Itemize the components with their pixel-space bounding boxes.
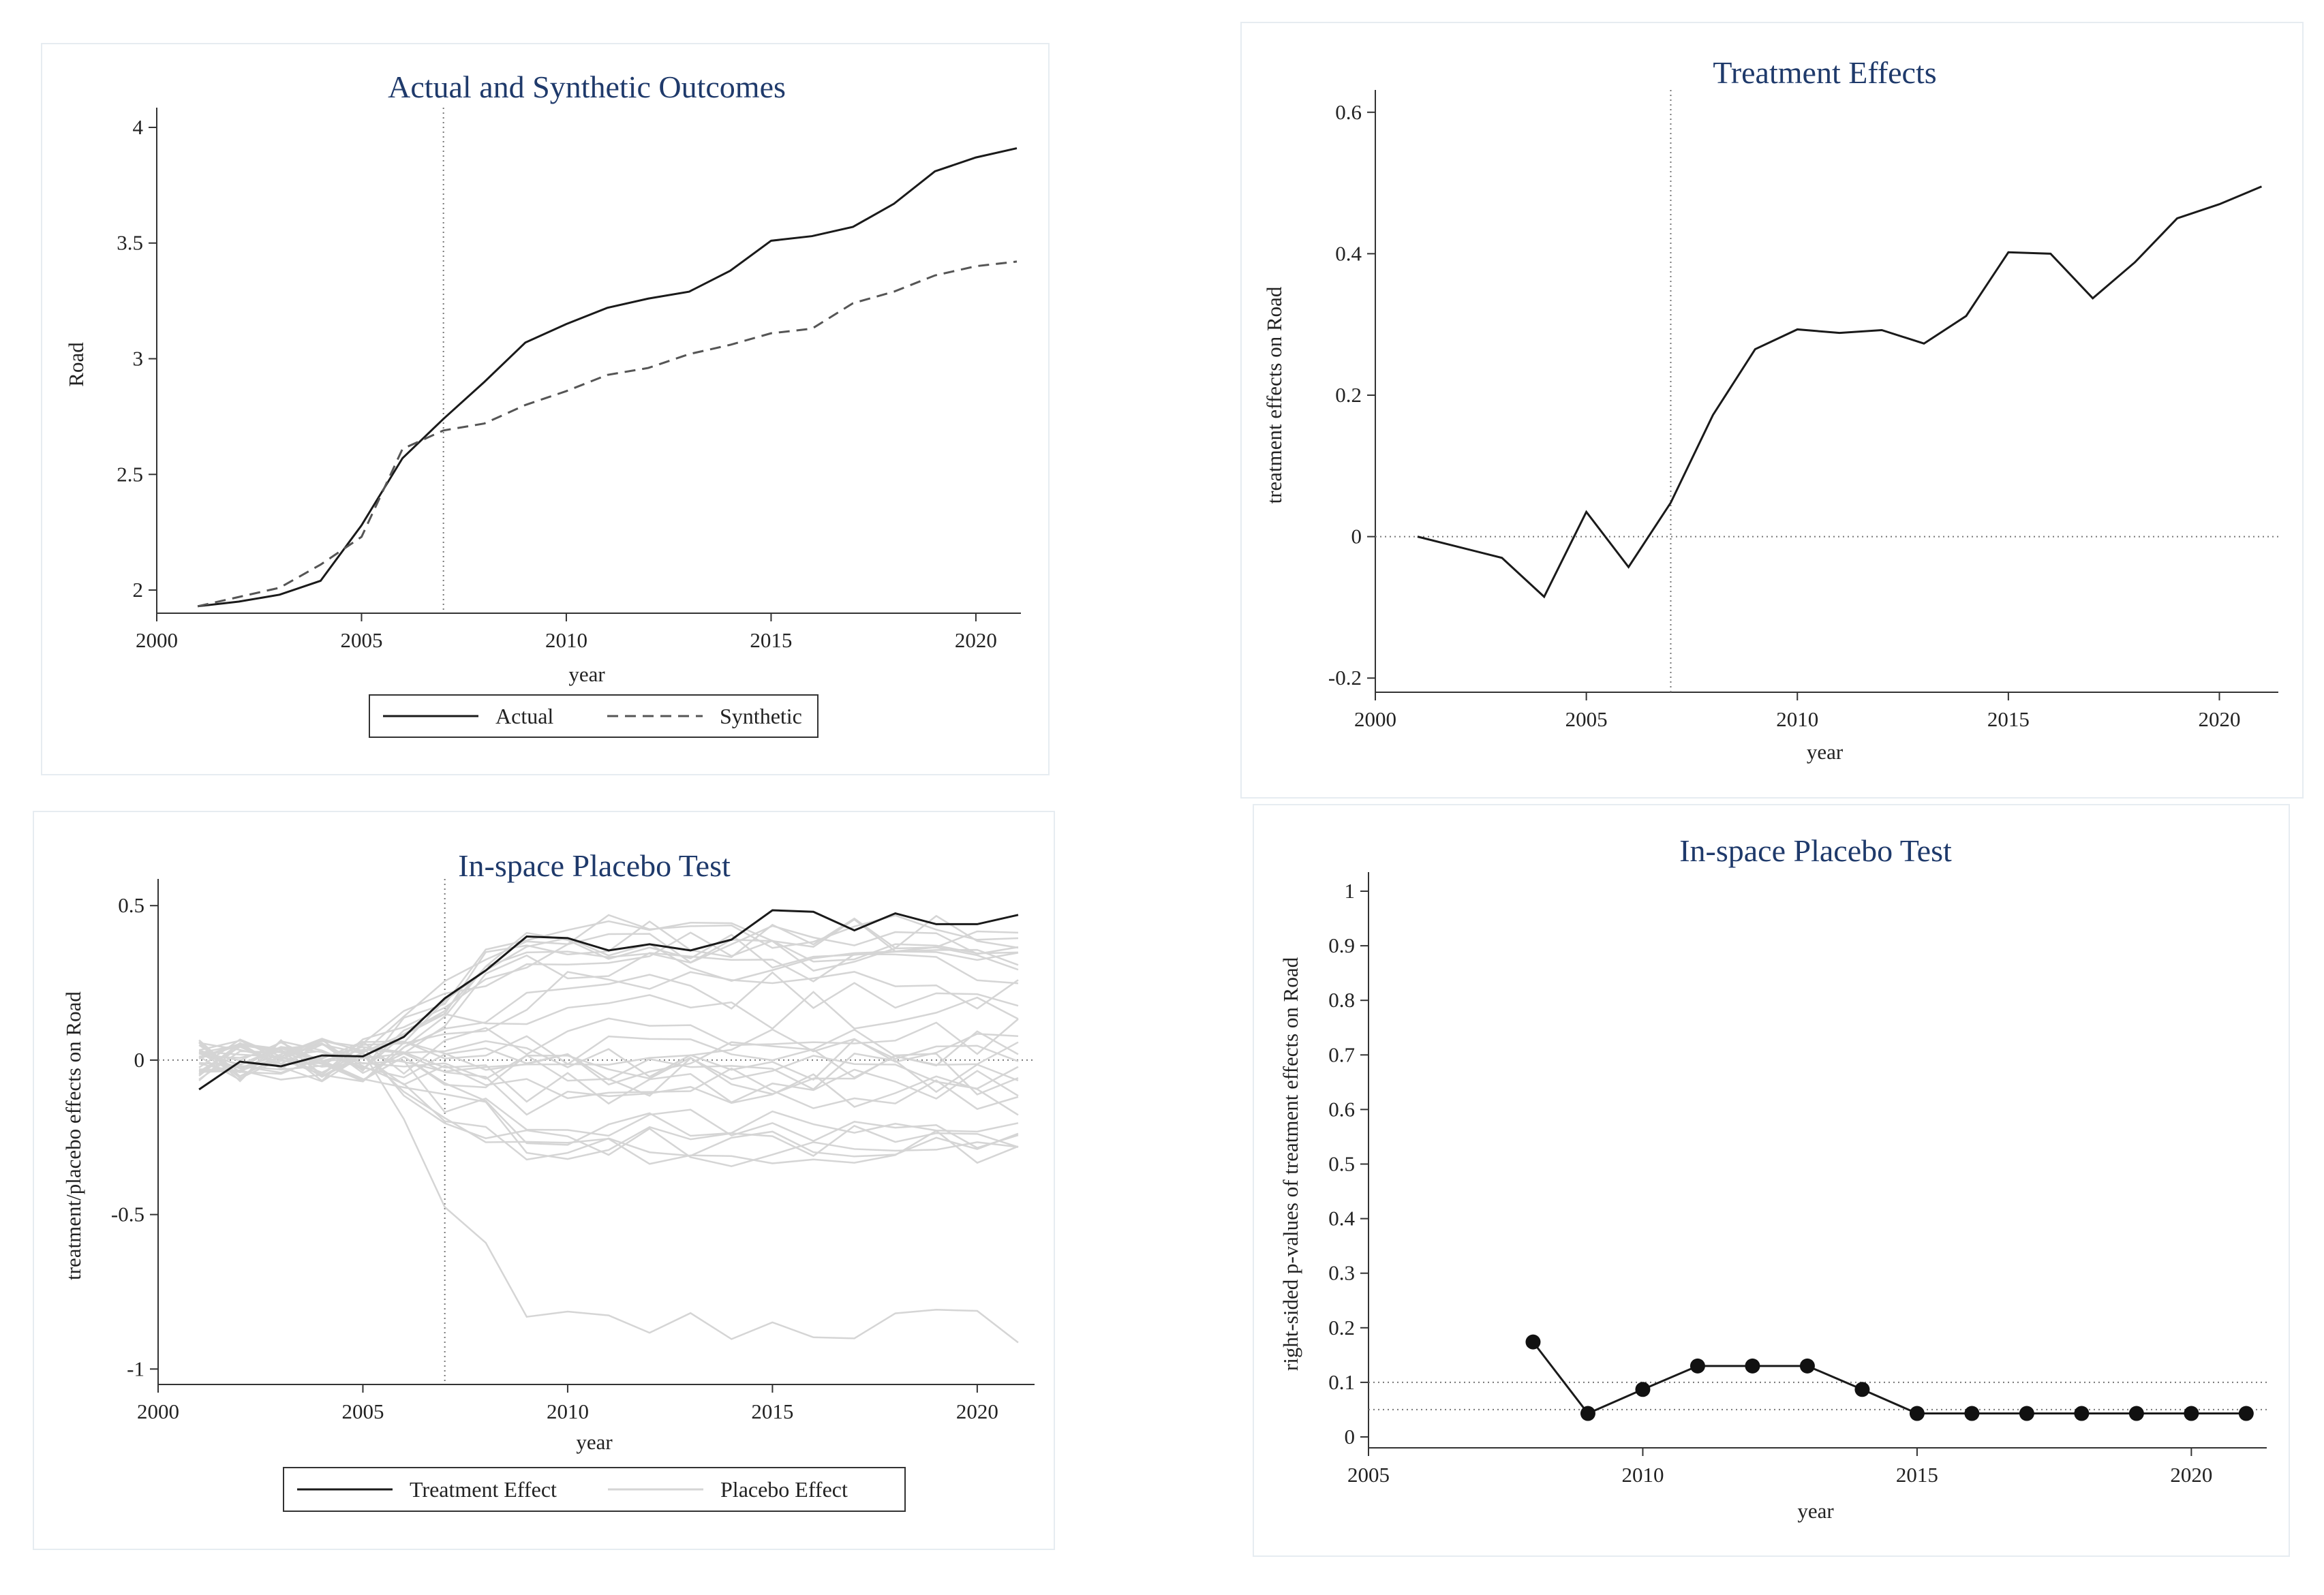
series-line-synthetic	[197, 260, 1018, 608]
series-line-actual	[197, 147, 1018, 608]
panel-placebo-effects: In-space Placebo Test -1 -0.5 0 0.5 2000 2005 2…	[33, 811, 1055, 1550]
data-point-marker	[1909, 1406, 1925, 1421]
x-tick-label: 2005	[340, 628, 382, 652]
x-tick-label: 2000	[136, 628, 178, 652]
data-point-marker	[1964, 1406, 1980, 1421]
placebo-series-line	[198, 971, 1019, 1083]
y-tick-label: 0.3	[1328, 1261, 1355, 1285]
y-tick-label: 0.5	[1328, 1152, 1355, 1176]
panel-placebo-pvalues: In-space Placebo Test 0 0.1 0.2 0.3 0.4 0.5 0.6…	[1253, 804, 2290, 1557]
data-point-marker	[1745, 1358, 1760, 1374]
x-tick-label: 2005	[1347, 1463, 1390, 1487]
placebo-series-line	[198, 1040, 1019, 1167]
y-tick-label: 0.7	[1328, 1042, 1355, 1066]
y-tick-label: 1	[1345, 879, 1356, 903]
series-line-treatment-effect	[198, 909, 1019, 1091]
x-tick-label: 2000	[1354, 707, 1396, 731]
series-line-treatment-effect	[1417, 185, 2263, 599]
y-axis-label: treatment/placebo effects on Road	[61, 991, 85, 1280]
y-tick-label: 0	[1351, 525, 1362, 548]
placebo-series-line	[198, 1046, 1019, 1116]
chart-treatment-effects: Treatment Effects -0.2 0 0.2 0.4 0.6 2000 2005 2…	[1262, 55, 2278, 764]
y-tick-label: 2	[133, 578, 144, 602]
x-tick-label: 2010	[545, 628, 587, 652]
chart-actual-synthetic: Actual and Synthetic Outcomes 2 2.5 3 3.5 4 20…	[64, 69, 1021, 738]
y-tick-label: 3	[133, 347, 144, 371]
panel-treatment-effects: Treatment Effects -0.2 0 0.2 0.4 0.6 2000 2005 2…	[1240, 22, 2304, 799]
x-tick-label: 2020	[2170, 1463, 2212, 1487]
data-point-marker	[1525, 1334, 1541, 1350]
x-tick-label: 2020	[956, 1399, 998, 1423]
data-point-marker	[1690, 1358, 1705, 1374]
x-tick-label: 2010	[547, 1399, 589, 1423]
chart-title: In-space Placebo Test	[458, 848, 731, 883]
placebo-series-line	[198, 1038, 1019, 1149]
data-point-marker	[1580, 1406, 1595, 1421]
y-tick-label: 0.1	[1328, 1370, 1355, 1394]
placebo-series-line	[198, 1038, 1019, 1081]
series-line-p-value	[1532, 1341, 2246, 1415]
placebo-series-line	[198, 1059, 1019, 1160]
y-tick-label: -0.2	[1328, 666, 1362, 690]
chart-title: Treatment Effects	[1713, 55, 1936, 90]
data-point-marker	[2128, 1406, 2144, 1421]
x-tick-label: 2015	[1987, 707, 2030, 731]
x-axis-label: year	[576, 1430, 613, 1454]
placebo-series-line	[198, 1042, 1019, 1161]
y-tick-label: 0.2	[1328, 1316, 1355, 1340]
legend-label: Treatment Effect	[410, 1477, 557, 1502]
y-tick-label: 0.8	[1328, 988, 1355, 1012]
y-axis-label: Road	[64, 342, 88, 387]
chart-title: In-space Placebo Test	[1679, 833, 1952, 868]
legend-label: Synthetic	[720, 704, 802, 728]
data-point-marker	[2019, 1406, 2034, 1421]
chart-placebo-pvalues: In-space Placebo Test 0 0.1 0.2 0.3 0.4 0.5 0.6…	[1279, 833, 2267, 1523]
data-point-marker	[2184, 1406, 2199, 1421]
y-tick-label: 0	[1345, 1425, 1356, 1449]
placebo-series-line	[198, 933, 1019, 1076]
y-tick-label: 2.5	[117, 462, 143, 486]
placebo-series-line	[199, 971, 1019, 1081]
y-tick-label: 0.6	[1335, 100, 1362, 124]
y-tick-label: 0.9	[1328, 933, 1355, 957]
x-axis-label: year	[1797, 1499, 1834, 1523]
x-tick-label: 2010	[1776, 707, 1818, 731]
y-tick-label: -0.5	[111, 1203, 144, 1226]
y-tick-label: 0.5	[118, 893, 144, 917]
x-tick-label: 2005	[1565, 707, 1608, 731]
y-tick-label: 0	[134, 1048, 145, 1072]
data-point-marker	[1854, 1382, 1870, 1397]
legend-label: Actual	[495, 704, 553, 728]
x-tick-label: 2010	[1621, 1463, 1664, 1487]
panel-actual-synthetic: Actual and Synthetic Outcomes 2 2.5 3 3.5 4 20…	[41, 43, 1050, 775]
placebo-series-line	[198, 1017, 1019, 1075]
data-point-marker	[2238, 1406, 2254, 1421]
placebo-series-line	[198, 1028, 1019, 1083]
data-point-marker	[1799, 1358, 1815, 1374]
y-tick-label: 0.6	[1328, 1097, 1355, 1121]
data-point-marker	[1635, 1382, 1651, 1397]
legend-label: Placebo Effect	[720, 1477, 848, 1502]
chart-placebo-effects: In-space Placebo Test -1 -0.5 0 0.5 2000 2005 2…	[61, 848, 1035, 1512]
y-tick-label: 4	[133, 115, 144, 139]
x-tick-label: 2020	[955, 628, 997, 652]
x-tick-label: 2020	[2198, 707, 2240, 731]
x-tick-label: 2015	[750, 628, 792, 652]
x-tick-label: 2005	[341, 1399, 384, 1423]
data-point-marker	[2074, 1406, 2090, 1421]
x-tick-label: 2000	[137, 1399, 179, 1423]
x-axis-label: year	[568, 662, 605, 686]
y-tick-label: 0.4	[1335, 241, 1362, 265]
x-tick-label: 2015	[1896, 1463, 1938, 1487]
x-tick-label: 2015	[751, 1399, 793, 1423]
y-axis-label: treatment effects on Road	[1262, 286, 1286, 504]
y-tick-label: 3.5	[117, 231, 143, 255]
y-tick-label: -1	[127, 1357, 144, 1380]
chart-title: Actual and Synthetic Outcomes	[388, 69, 786, 104]
y-tick-label: 0.4	[1328, 1207, 1355, 1230]
y-tick-label: 0.2	[1335, 383, 1362, 407]
y-axis-label: right-sided p-values of treatment effect…	[1279, 957, 1302, 1371]
x-axis-label: year	[1807, 740, 1844, 764]
